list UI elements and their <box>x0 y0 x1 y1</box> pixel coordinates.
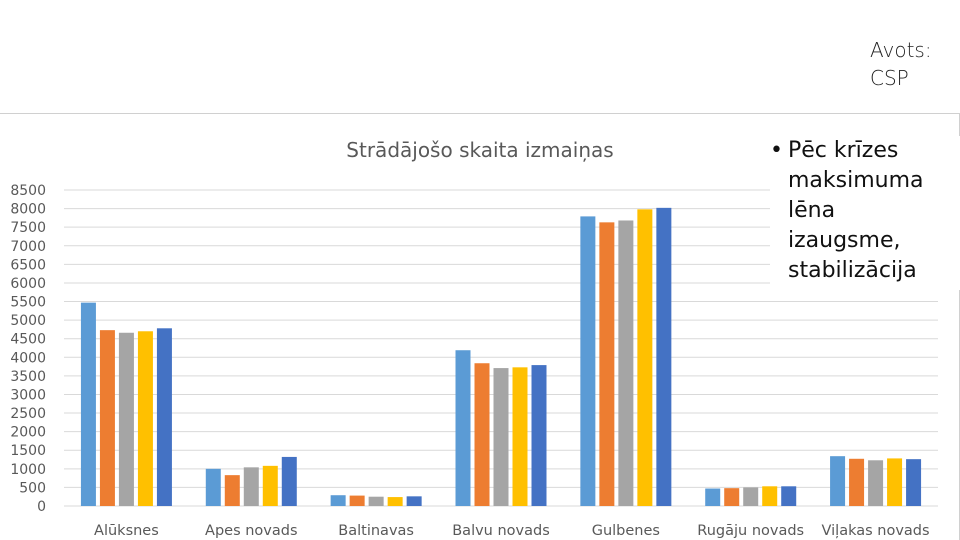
bar <box>656 207 672 506</box>
bar <box>906 459 922 506</box>
bar <box>224 475 240 506</box>
y-tick-label: 8000 <box>10 202 46 218</box>
x-axis-ticks: Alūksnes Apes novads Baltinavas Balvu novad… <box>94 523 930 539</box>
bullet-point: • Pēc krīzes maksimuma lēna izaugsme, st… <box>770 136 960 290</box>
bar <box>705 488 721 506</box>
y-tick-label: 6000 <box>10 276 46 292</box>
bullet-line: maksimuma <box>788 168 924 193</box>
y-tick-label: 8500 <box>10 183 46 199</box>
y-tick-label: 3000 <box>10 387 46 403</box>
bar <box>406 496 422 506</box>
x-tick-label: Apes novads <box>205 523 298 539</box>
x-tick-label: Balvu novads <box>452 523 550 539</box>
bar <box>531 365 547 506</box>
y-tick-label: 7500 <box>10 220 46 236</box>
source-note: Avots: CSP <box>870 36 958 92</box>
x-tick-label: Baltinavas <box>338 523 414 539</box>
bar <box>99 330 115 506</box>
bar <box>281 456 297 506</box>
bar <box>387 497 403 506</box>
y-tick-label: 2000 <box>10 425 46 441</box>
bar <box>455 350 471 506</box>
bar <box>156 328 172 506</box>
bars <box>80 207 922 506</box>
y-tick-label: 5000 <box>10 313 46 329</box>
bar <box>368 496 384 506</box>
bar <box>80 302 96 506</box>
bullet-line: Pēc krīzes <box>788 138 899 163</box>
bar <box>781 486 797 506</box>
y-tick-label: 3500 <box>10 369 46 385</box>
bar <box>637 209 653 506</box>
source-value: CSP <box>870 66 909 90</box>
bar <box>830 456 846 506</box>
y-tick-label: 500 <box>19 480 46 496</box>
y-tick-label: 1000 <box>10 462 46 478</box>
x-tick-label: Alūksnes <box>94 523 159 539</box>
bar <box>887 458 903 506</box>
bullet-symbol: • <box>770 138 783 163</box>
x-tick-label: Viļakas novads <box>822 523 930 539</box>
bar <box>474 363 490 506</box>
bullet-line: lēna <box>788 198 836 223</box>
bar <box>762 486 778 506</box>
bar <box>262 465 278 506</box>
y-tick-label: 0 <box>37 499 46 515</box>
bar <box>137 331 153 506</box>
y-tick-label: 7000 <box>10 239 46 255</box>
y-tick-label: 2500 <box>10 406 46 422</box>
bar <box>580 216 596 506</box>
bar <box>599 222 615 506</box>
bar <box>512 367 528 506</box>
y-axis-ticks: 0 500 1000 1500 2000 2500 3000 3500 4000 4500 5000… <box>10 183 46 515</box>
bar <box>243 467 259 506</box>
y-tick-label: 4500 <box>10 332 46 348</box>
chart-title: Strādājošo skaita izmaiņas <box>346 138 613 162</box>
bar <box>493 368 509 506</box>
bullet-line: izaugsme, <box>788 228 901 253</box>
x-tick-label: Gulbenes <box>592 523 660 539</box>
bar <box>849 458 865 506</box>
source-label: Avots: <box>870 38 932 62</box>
bar <box>205 468 221 506</box>
y-tick-label: 6500 <box>10 257 46 273</box>
bar <box>868 460 884 506</box>
bar <box>618 220 634 506</box>
y-tick-label: 5500 <box>10 295 46 311</box>
bar <box>330 495 346 506</box>
y-tick-label: 1500 <box>10 443 46 459</box>
bar <box>118 332 134 506</box>
x-tick-label: Rugāju novads <box>697 523 804 539</box>
bullet-line: stabilizācija <box>788 258 917 283</box>
bar <box>743 487 759 506</box>
bar <box>349 495 365 506</box>
y-tick-label: 4000 <box>10 350 46 366</box>
bar <box>724 488 740 506</box>
